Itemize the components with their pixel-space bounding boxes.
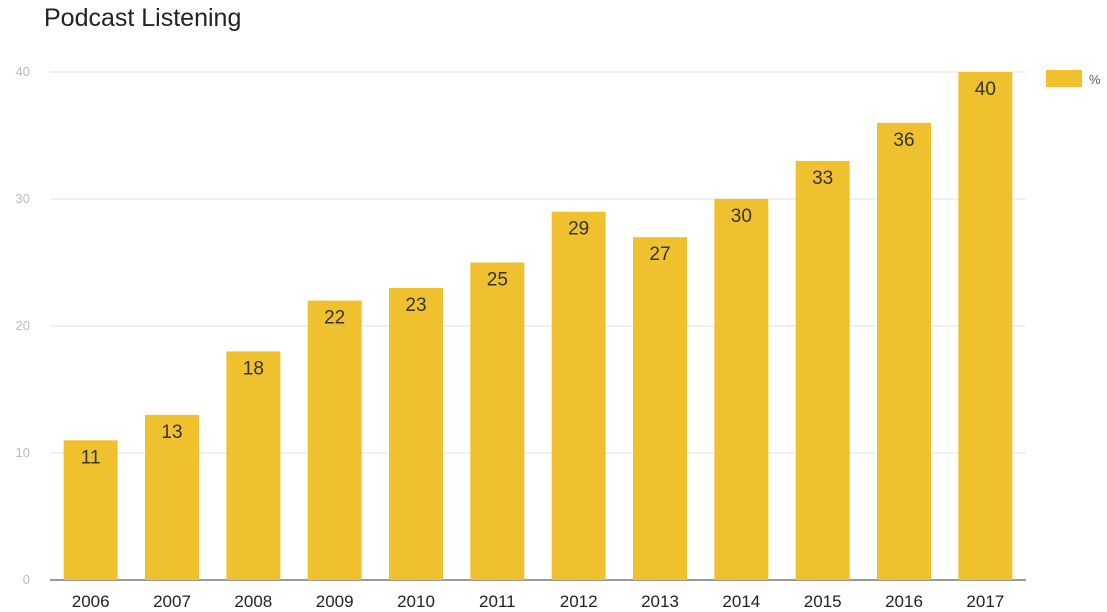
bar-value-label: 25 [487,270,508,291]
bar [145,414,199,580]
legend-swatch [1046,70,1082,87]
bar-value-label: 40 [975,79,996,100]
y-tick-label: 0 [23,572,30,587]
x-tick-label: 2007 [153,592,191,611]
bar-value-label: 30 [731,206,752,227]
y-tick-label: 10 [16,445,30,460]
bar [551,211,606,580]
x-tick-label: 2016 [885,592,923,611]
bar [877,122,931,581]
bar [470,262,525,580]
bar [226,351,281,580]
bar [633,237,687,580]
x-tick-label: 2015 [804,592,842,611]
x-tick-label: 2008 [234,592,272,611]
bar-value-label: 27 [649,244,670,265]
bar [307,300,362,580]
x-tick-label: 2009 [316,592,354,611]
y-tick-label: 40 [16,64,30,79]
x-tick-label: 2012 [560,592,598,611]
bar-value-label: 23 [405,295,426,316]
x-tick-label: 2010 [397,592,435,611]
chart-title: Podcast Listening [44,4,242,32]
bar-value-label: 13 [161,422,182,443]
bar-value-label: 33 [812,168,833,189]
bar-value-label: 22 [324,308,345,329]
legend: % [1046,70,1101,87]
bar [958,72,1013,580]
x-tick-label: 2006 [72,592,110,611]
y-tick-label: 20 [16,318,30,333]
bar [714,199,769,580]
bar-value-label: 36 [893,130,914,151]
data-labels: 11 13 18 22 23 25 29 27 30 33 36 40 [81,79,996,468]
bar-value-label: 29 [568,219,589,240]
bars [63,72,1013,581]
bar [795,160,850,580]
y-tick-label: 30 [16,191,30,206]
bar-value-label: 18 [243,358,264,379]
bar-value-label: 11 [81,447,101,468]
x-axis-ticks: 2006 2007 2008 2009 2010 2011 2012 2013 2014 2015… [72,592,1004,611]
gridlines [50,71,1026,581]
x-tick-label: 2014 [722,592,760,611]
y-axis-ticks: 0 10 20 30 40 [16,64,30,587]
legend-label: % [1089,72,1101,87]
bar [63,440,118,580]
x-tick-label: 2013 [641,592,679,611]
x-tick-label: 2011 [479,592,516,611]
x-tick-label: 2017 [966,592,1004,611]
bar [389,287,443,580]
